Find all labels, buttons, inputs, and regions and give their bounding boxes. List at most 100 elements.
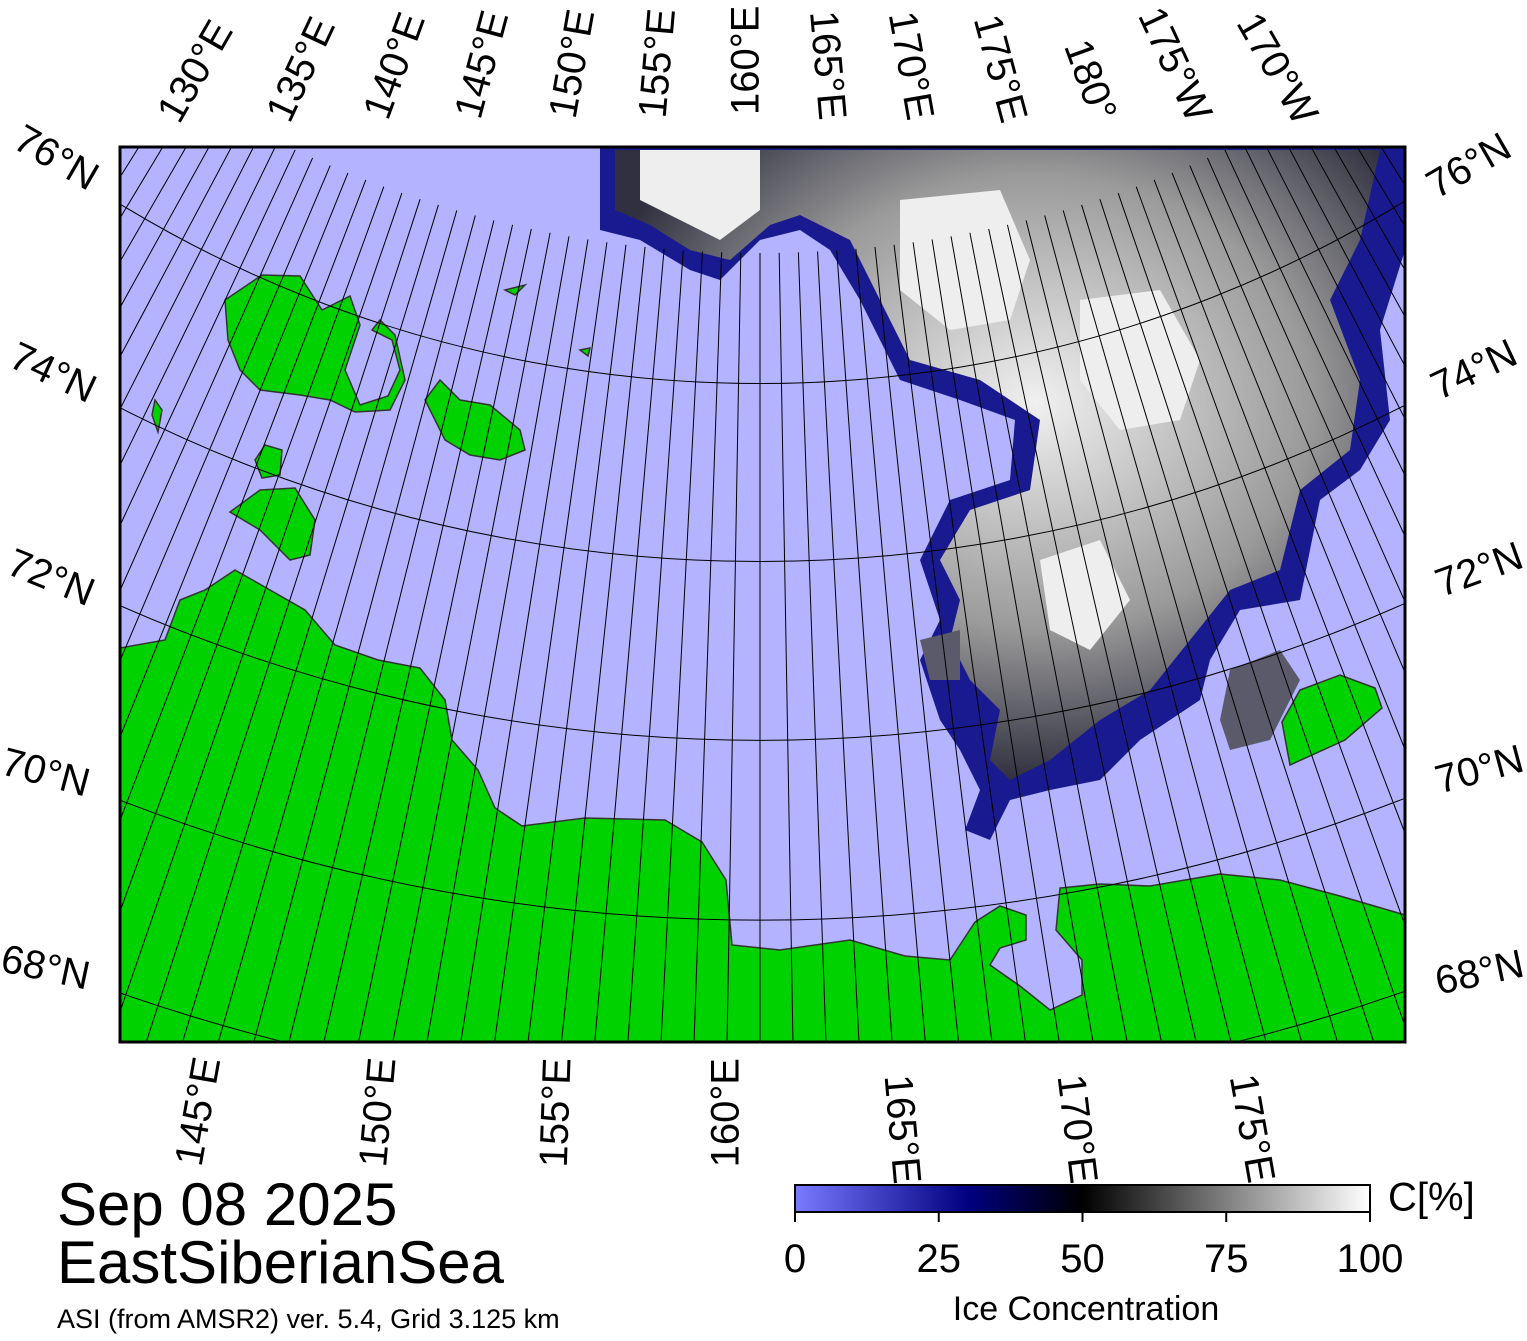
coordinate-label: 72°N [1430,534,1527,606]
meridian [797,252,827,1042]
meridian [120,179,367,822]
island [424,378,526,461]
meridian [120,147,233,358]
meridian [660,251,703,1042]
meridian [836,250,893,1042]
meridian [120,192,403,1014]
map-frame [118,145,1407,1044]
coordinate-label: 74°N [3,334,103,412]
meridian [594,248,665,1042]
coordinate-label: 160°E [704,1058,748,1167]
meridian [288,220,495,1042]
coordinate-label: 72°N [1,541,100,615]
meridian [778,252,794,1042]
coordinate-label: 155°E [631,7,684,120]
coordinate-label: 180° [1055,34,1125,127]
meridian [627,250,684,1042]
meridian [1135,186,1405,927]
island [151,283,592,435]
meridian [426,236,570,1042]
meridian [120,147,255,411]
meridian [969,232,1128,1042]
coordinate-label: 170°E [1049,1072,1106,1186]
meridian [120,147,276,467]
meridian [1265,147,1405,420]
meridian [1224,149,1405,538]
coordinate-label: 150°E [351,1056,404,1169]
coordinate-label: 68°N [0,937,94,999]
meridian [1310,147,1405,318]
meridian [120,147,187,263]
ice-pack [615,150,1380,780]
colorbar-tick-label: 50 [1060,1237,1105,1281]
coordinate-label: 150°E [541,6,603,121]
colorbar-tick-label: 25 [917,1237,962,1281]
meridian [1099,199,1375,1042]
meridian [145,199,421,1042]
coordinate-label: 175°W [1129,0,1220,128]
meridian [874,246,960,1042]
meridian [120,172,349,739]
meridian [817,251,860,1042]
meridian [560,246,646,1042]
meridian [1206,157,1405,603]
map-area [120,147,1405,1042]
colorbar-tick-label: 100 [1337,1237,1404,1281]
colorbar-tick-label: 0 [784,1237,806,1281]
coordinate-label: 145°E [446,6,517,123]
meridian [950,236,1094,1042]
meridian [693,252,723,1042]
coordinate-label: 160°E [724,6,768,115]
meridian [1044,215,1267,1042]
coordinate-label: 170°E [880,8,942,123]
graticule [120,147,1405,1042]
coordinate-label: 74°N [1424,331,1524,409]
map-source: ASI (from AMSR2) ver. 5.4, Grid 3.125 km [57,1304,560,1334]
meridian [120,186,385,913]
meridian [1244,147,1405,477]
meridian [1189,165,1405,674]
meridian [726,252,742,1042]
colorbar [794,1184,1371,1213]
meridian [217,210,458,1042]
meridian [323,224,514,1042]
meridian [1006,224,1197,1042]
ice-pack [640,150,1200,650]
coordinate-label: 175°E [965,10,1036,127]
coordinate-label: 165°E [876,1073,929,1186]
meridian [120,149,296,527]
meridian [931,239,1060,1042]
meridian [855,248,926,1042]
meridian [1153,179,1405,835]
meridian [527,244,627,1042]
map-region: EastSiberianSea [57,1229,505,1296]
meridian [357,228,532,1042]
meridian [494,242,608,1042]
meridian [120,147,210,309]
coordinate-label: 70°N [0,740,94,806]
coordinate-label: 70°N [1431,737,1527,803]
meridian [253,215,476,1042]
colorbar-tick-label: 75 [1204,1237,1249,1281]
meridian [1287,147,1405,368]
island [224,274,406,413]
coordinate-label: 68°N [1431,942,1527,1004]
coordinate-label: 140°E [355,7,434,125]
coordinate-label: 135°E [258,11,344,129]
coordinate-label: 170°W [1228,5,1326,132]
land [120,274,1405,1042]
meridian [1025,220,1232,1042]
ice-pack [920,630,1300,750]
map-date: Sep 08 2025 [57,1171,397,1238]
meridian [1081,204,1339,1042]
meridian [1062,210,1303,1042]
meridian [988,228,1163,1042]
meridian [120,157,314,592]
meridian [1171,172,1405,751]
colorbar-label: Ice Concentration [953,1290,1220,1328]
meridian [912,242,1026,1042]
coordinate-label: 130°E [149,13,242,130]
meridian [460,239,589,1042]
meridian [893,244,993,1042]
